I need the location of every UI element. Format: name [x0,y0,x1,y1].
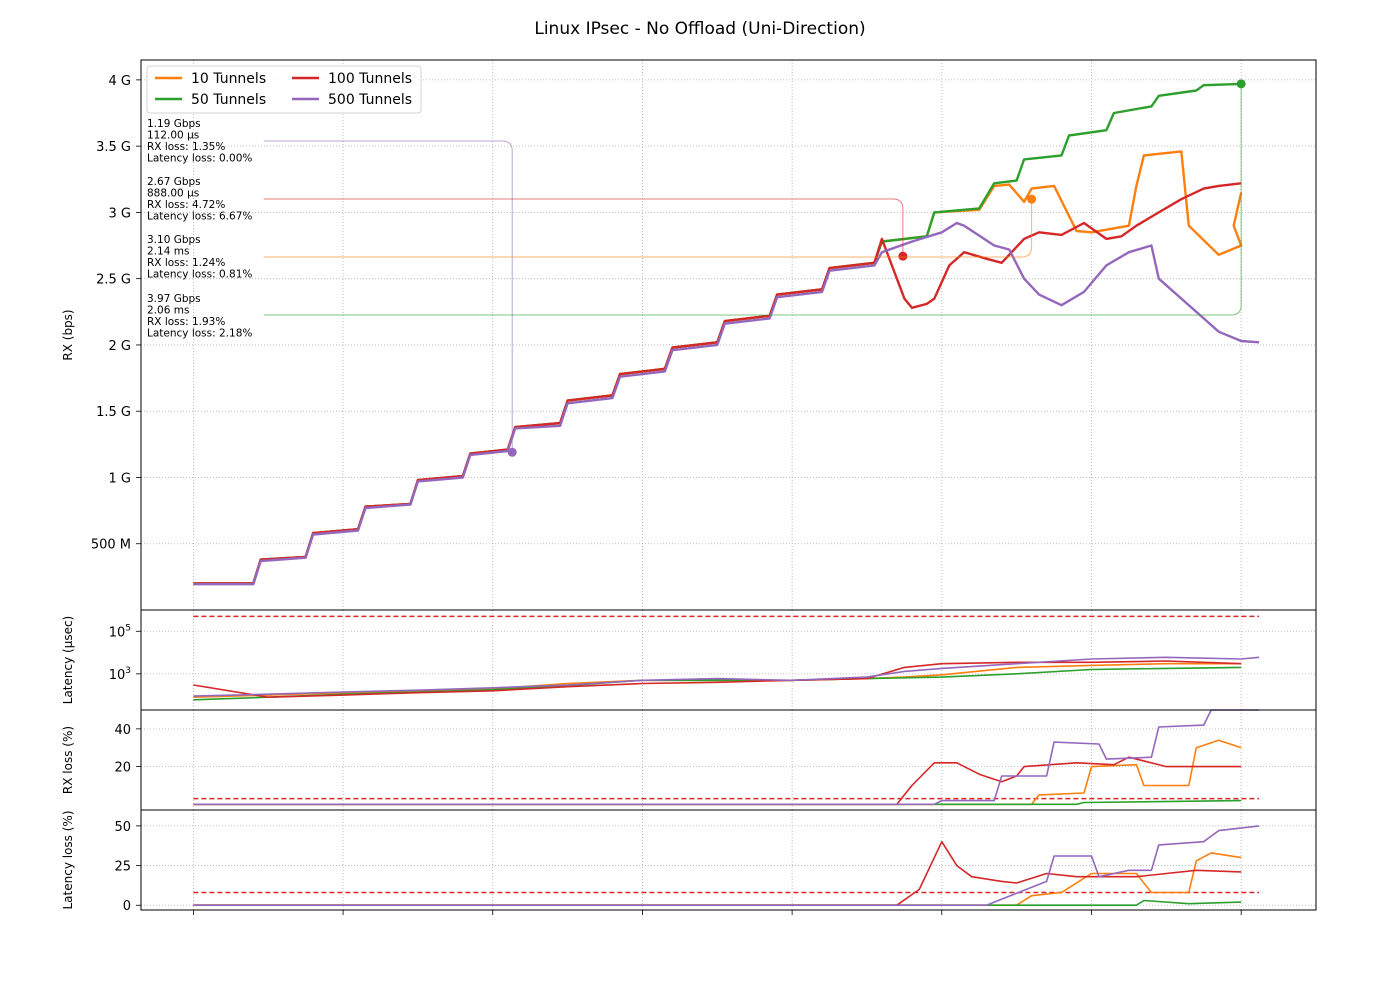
annotation-marker [898,251,908,261]
annotation-text: 2.06 ms [147,305,189,317]
annotation-connector [263,198,904,257]
series-line-500-tunnels [193,656,1260,697]
series-line-50-tunnels [193,899,1242,907]
annotation-text: 888.00 µs [147,188,199,200]
annotation-connector [263,83,1242,316]
y-tick-label: 2.5 G [96,273,131,288]
annotation-text: 112.00 µs [147,130,199,142]
annotation-text: 2.67 Gbps [147,176,201,188]
y-tick-label: 4 G [109,74,131,89]
series-line-500-tunnels [193,221,1260,586]
annotation-marker [507,447,517,457]
y-axis-label: Latency loss (%) [61,810,75,909]
y-tick-label: 20 [114,761,131,776]
legend-label: 500 Tunnels [328,92,412,108]
panel-latloss: 0 25 50 Latency loss (%) [61,809,1317,914]
panel-frame [140,809,1317,911]
y-tick-label: 3 G [109,206,131,221]
y-tick-label: 0 [123,899,131,914]
panel-rxloss: 20 40 RX loss (%) [61,709,1317,811]
legend-label: 50 Tunnels [191,92,266,108]
annotation-text: 2.14 ms [147,246,189,258]
annotation-connector [263,140,513,453]
y-tick-label: 1 G [109,471,131,486]
legend-box [146,65,422,114]
annotation-text: RX loss: 1.35% [147,141,225,153]
y-axis-label: Latency (µsec) [61,616,75,704]
annotation-marker [1027,194,1037,204]
y-tick-label: 25 [114,860,131,875]
series-line-10-tunnels [193,852,1242,907]
series-line-100-tunnels [193,660,1242,699]
legend-label: 10 Tunnels [191,71,266,87]
annotation-text: 3.97 Gbps [147,293,201,305]
annotation-text: Latency loss: 0.00% [147,153,252,165]
y-axis-label: RX loss (%) [61,726,75,794]
annotation-text: RX loss: 4.72% [147,199,225,211]
plot-area: 500 M 1 G 1.5 G 2 G 2.5 G 3 G 3.5 G 4 G RX (bps)… [61,59,1317,915]
y-axis-label: RX (bps) [61,309,75,360]
annotation-text: Latency loss: 0.81% [147,269,252,281]
annotation-text: RX loss: 1.24% [147,257,225,269]
series-line-500-tunnels [193,825,1260,907]
chart-title: Linux IPsec - No Offload (Uni-Direction) [534,19,865,39]
y-tick-label: 500 M [91,538,131,553]
y-tick-label: 3.5 G [96,140,131,155]
annotation-text: Latency loss: 2.18% [147,328,252,340]
series-line-100-tunnels [193,840,1242,907]
y-tick-label: 40 [114,723,131,738]
y-tick-label: 2 G [109,339,131,354]
panel-rx: 500 M 1 G 1.5 G 2 G 2.5 G 3 G 3.5 G 4 G RX (bps)… [61,59,1317,611]
y-tick-label: 50 [114,820,131,835]
y-tick-label: 1.5 G [96,405,131,420]
legend: 10 Tunnels 50 Tunnels 100 Tunnels 500 Tunne… [146,65,422,114]
series-line-500-tunnels [193,709,1260,806]
annotation-text: 3.10 Gbps [147,234,201,246]
annotation-text: 1.19 Gbps [147,118,201,130]
annotation-text: Latency loss: 6.67% [147,211,252,223]
annotation-marker [1236,79,1246,89]
legend-label: 100 Tunnels [328,71,412,87]
annotation-text: RX loss: 1.93% [147,316,225,328]
annotation-connector [263,199,1033,258]
